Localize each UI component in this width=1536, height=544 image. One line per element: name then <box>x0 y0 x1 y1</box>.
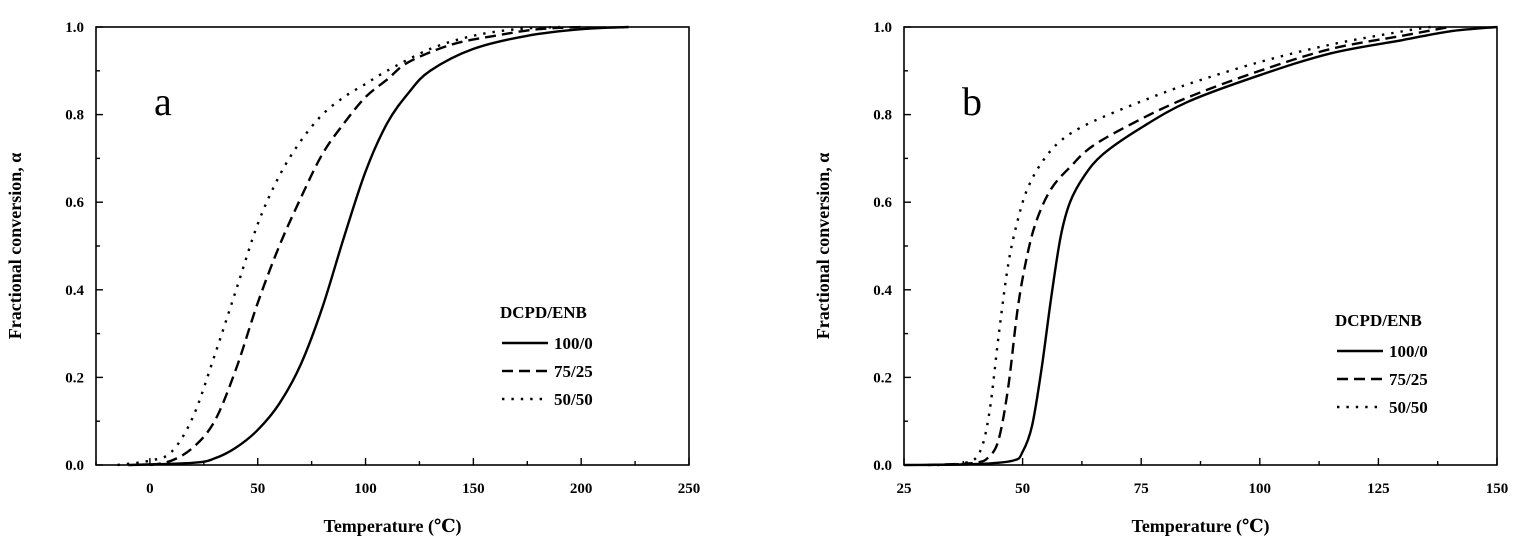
chart-panel-a: 0 50 100 150 200 250 0.0 0.2 0.4 0.6 0.8 1.0 Tempera… <box>5 20 700 537</box>
y-tick-label: 0.4 <box>873 283 892 299</box>
y-tick-label: 1.0 <box>65 20 84 36</box>
x-tick-label: 100 <box>354 481 377 497</box>
y-tick-label: 0.0 <box>65 458 84 474</box>
x-tick-label: 150 <box>462 481 485 497</box>
series-line-75-25 <box>149 25 582 467</box>
y-tick-label: 0.4 <box>65 283 84 299</box>
chart-panel-b: 25 50 75 100 125 150 0.0 0.2 0.4 0.6 0.8 1.0 Tempera… <box>813 20 1508 537</box>
y-tick-label: 0.6 <box>873 195 892 211</box>
x-axis-title: Temperature (℃) <box>323 516 461 537</box>
y-axis-title: Fractional conversion, α <box>813 153 833 340</box>
legend-title: DCPD/ENB <box>1335 311 1422 330</box>
y-tick-label: 0.8 <box>65 108 84 124</box>
legend-label: 100/0 <box>554 334 593 353</box>
x-tick-label: 0 <box>146 481 154 497</box>
y-tick-label: 0.8 <box>873 108 892 124</box>
x-tick-label: 75 <box>1134 481 1149 497</box>
legend-label: 75/25 <box>554 362 593 381</box>
x-tick-label: 150 <box>1486 481 1509 497</box>
panel-label: b <box>962 79 982 124</box>
y-tick-label: 1.0 <box>873 20 892 36</box>
x-tick-label: 200 <box>570 481 593 497</box>
plot-frame <box>95 26 690 466</box>
legend-label: 50/50 <box>554 390 593 409</box>
series-line-100-0 <box>128 25 629 467</box>
series-line-100-0 <box>903 25 1498 467</box>
x-tick-label: 50 <box>1015 481 1030 497</box>
y-tick-label: 0.2 <box>65 370 84 386</box>
legend-label: 50/50 <box>1389 398 1428 417</box>
x-axis-title: Temperature (℃) <box>1131 516 1269 537</box>
legend-label: 100/0 <box>1389 342 1428 361</box>
legend-title: DCPD/ENB <box>500 303 587 322</box>
panel-label: a <box>154 79 172 124</box>
x-tick-label: 100 <box>1249 481 1272 497</box>
series-line-75-25 <box>927 25 1450 467</box>
x-tick-label: 25 <box>897 481 912 497</box>
y-tick-label: 0.6 <box>65 195 84 211</box>
y-tick-label: 0.0 <box>873 458 892 474</box>
y-tick-label: 0.2 <box>873 370 892 386</box>
series-line-50-50 <box>937 25 1431 467</box>
x-tick-label: 50 <box>250 481 265 497</box>
x-tick-label: 250 <box>678 481 701 497</box>
x-tick-label: 125 <box>1367 481 1390 497</box>
y-axis-title: Fractional conversion, α <box>5 153 25 340</box>
series-line-50-50 <box>117 25 560 467</box>
legend-label: 75/25 <box>1389 370 1428 389</box>
